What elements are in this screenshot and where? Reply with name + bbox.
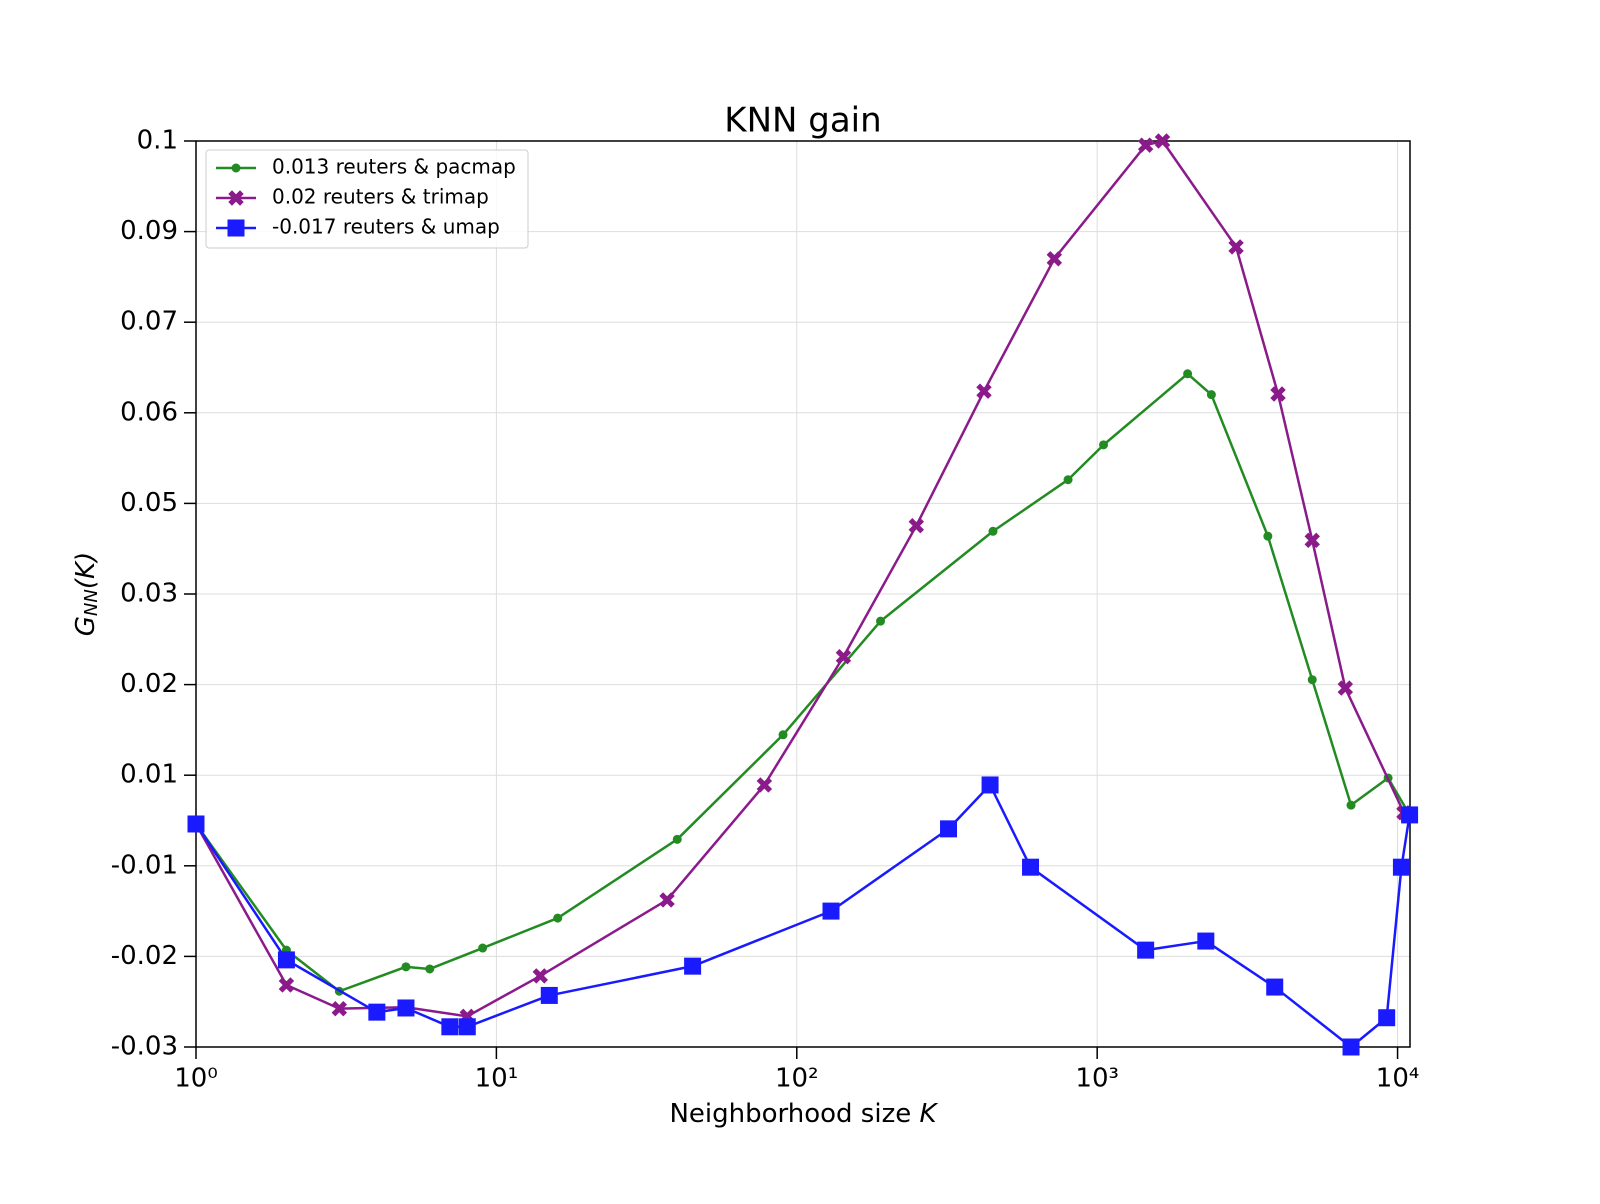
y-axis-label-main: G (71, 616, 101, 636)
y-tick-label: 0.03 (120, 579, 178, 609)
point (940, 820, 958, 838)
point (331, 1000, 348, 1017)
point (1266, 978, 1284, 996)
point (1401, 806, 1419, 824)
x-axis-label: Neighborhood size K (669, 1099, 938, 1129)
legend-marker (228, 190, 244, 206)
point (1046, 251, 1063, 267)
legend-marker (227, 219, 245, 237)
point (1099, 440, 1109, 450)
point (778, 730, 788, 740)
point (1022, 858, 1040, 876)
point (1183, 369, 1193, 379)
legend-marker (231, 163, 241, 173)
point (908, 517, 925, 534)
point (1307, 675, 1317, 685)
point (1137, 137, 1154, 153)
point (835, 649, 852, 665)
point (187, 815, 205, 833)
y-tick-label: 0.05 (120, 488, 178, 518)
point (981, 776, 999, 794)
point (1206, 390, 1216, 400)
point (277, 951, 295, 969)
point (401, 962, 411, 972)
point (458, 1018, 476, 1036)
point (988, 526, 998, 536)
y-tick-label: -0.02 (111, 941, 178, 971)
point (876, 616, 886, 626)
point (976, 383, 992, 399)
point (822, 902, 840, 920)
point (425, 964, 435, 974)
point (441, 1018, 459, 1036)
point (1263, 531, 1273, 541)
legend-label: -0.017 reuters & umap (272, 215, 500, 239)
point (684, 957, 702, 975)
point (532, 968, 548, 984)
y-tick-label: 0.1 (137, 126, 178, 156)
x-tick-label: 10⁴ (1376, 1064, 1420, 1094)
x-tick-label: 10² (775, 1064, 819, 1094)
x-tick-label: 10³ (1075, 1064, 1119, 1094)
point (1346, 800, 1356, 810)
point (1197, 932, 1215, 950)
point (756, 777, 773, 793)
x-axis-label-var: K (919, 1099, 938, 1129)
point (540, 986, 558, 1004)
point (1342, 1038, 1360, 1056)
x-axis-label-text: Neighborhood size (669, 1099, 919, 1129)
point (1137, 941, 1155, 959)
point (1337, 680, 1354, 696)
legend-box (205, 149, 529, 249)
point (672, 834, 682, 844)
point (1304, 532, 1320, 549)
point (397, 999, 415, 1017)
y-axis-label-tail: (K) (71, 552, 101, 589)
point (1378, 1009, 1396, 1027)
point (1228, 239, 1244, 255)
y-axis-label-sub: NN (81, 589, 102, 616)
point (368, 1003, 386, 1021)
y-tick-label: -0.01 (111, 850, 178, 880)
point (1392, 858, 1410, 876)
point (478, 943, 488, 953)
point (278, 977, 295, 993)
y-axis-label: GNN(K) (71, 552, 103, 636)
y-tick-label: 0.07 (120, 307, 178, 337)
y-tick-label: 0.06 (120, 397, 178, 427)
point (1154, 133, 1171, 149)
legend-label: 0.02 reuters & trimap (272, 185, 489, 209)
point (1063, 475, 1073, 485)
chart-title: KNN gain (724, 101, 881, 141)
x-tick-label: 10⁰ (174, 1064, 218, 1094)
y-tick-label: -0.03 (111, 1032, 178, 1062)
point (553, 913, 563, 923)
y-tick-label: 0.01 (120, 760, 178, 790)
point (659, 892, 675, 908)
point (1270, 386, 1286, 402)
legend-label: 0.013 reuters & pacmap (272, 155, 516, 179)
x-tick-label: 10¹ (475, 1064, 519, 1094)
y-tick-label: 0.02 (120, 669, 178, 699)
y-tick-label: 0.09 (120, 216, 178, 246)
